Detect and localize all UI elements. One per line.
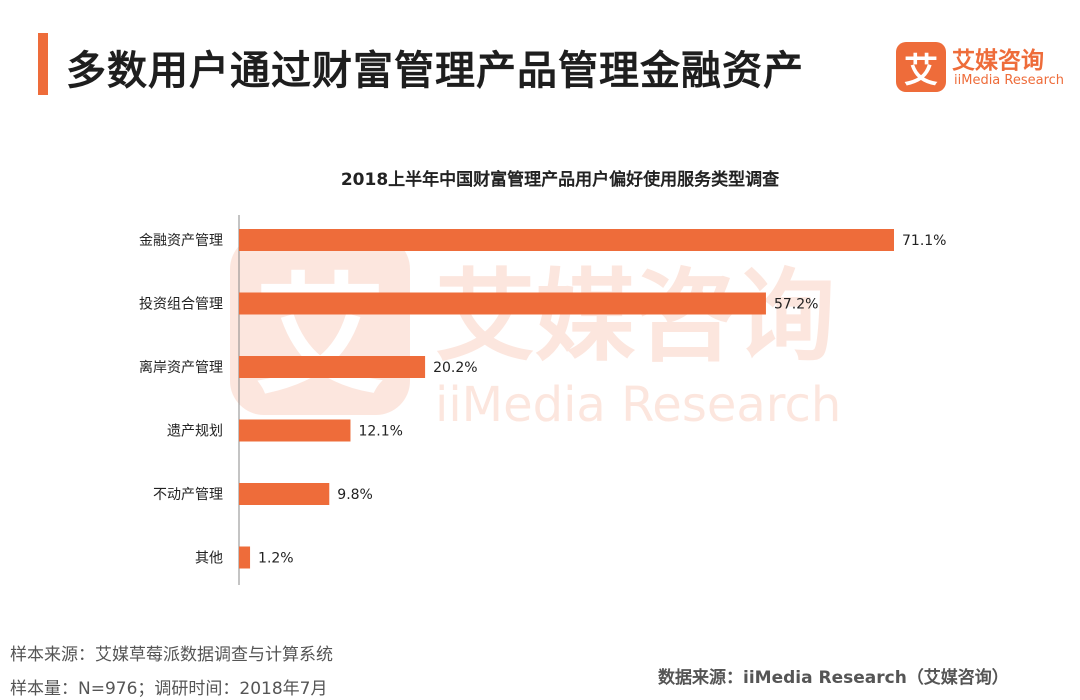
- category-label: 金融资产管理: [139, 233, 223, 249]
- bar: [239, 483, 330, 505]
- page-title: 多数用户通过财富管理产品管理金融资产: [66, 48, 804, 94]
- value-label: 9.8%: [337, 487, 373, 503]
- bar: [239, 292, 766, 315]
- value-label: 12.1%: [358, 424, 402, 440]
- bars-group: 金融资产管理 71.1% 投资组合管理 57.2% 离岸资产管理 20.2% 遗产规划 12.…: [139, 229, 946, 569]
- value-label: 71.1%: [902, 233, 946, 249]
- category-label: 不动产管理: [153, 487, 223, 503]
- value-label: 20.2%: [433, 360, 477, 376]
- bar: [239, 356, 426, 378]
- sample-size-note: 样本量：N=976；调研时间：2018年7月: [10, 679, 328, 699]
- sample-source-note: 样本来源：艾媒草莓派数据调查与计算系统: [10, 645, 333, 665]
- logo-name-cn: 艾媒咨询: [952, 48, 1044, 74]
- value-label: 57.2%: [774, 297, 818, 313]
- logo-name-en: iiMedia Research: [954, 73, 1065, 88]
- category-label: 投资组合管理: [139, 297, 223, 313]
- category-label: 遗产规划: [167, 424, 223, 440]
- value-label: 1.2%: [258, 551, 294, 567]
- category-label: 其他: [195, 551, 223, 567]
- chart-title: 2018上半年中国财富管理产品用户偏好使用服务类型调查: [341, 169, 780, 190]
- logo-mark-icon: 艾: [896, 42, 946, 92]
- brand-logo: 艾 艾媒咨询 iiMedia Research: [896, 42, 1071, 94]
- title-accent-bar: [38, 33, 48, 95]
- bar: [239, 229, 894, 251]
- bar: [239, 546, 251, 569]
- data-source-note: 数据来源：iiMedia Research（艾媒咨询）: [658, 668, 1009, 688]
- category-label: 离岸资产管理: [139, 359, 223, 376]
- bar: [239, 419, 351, 442]
